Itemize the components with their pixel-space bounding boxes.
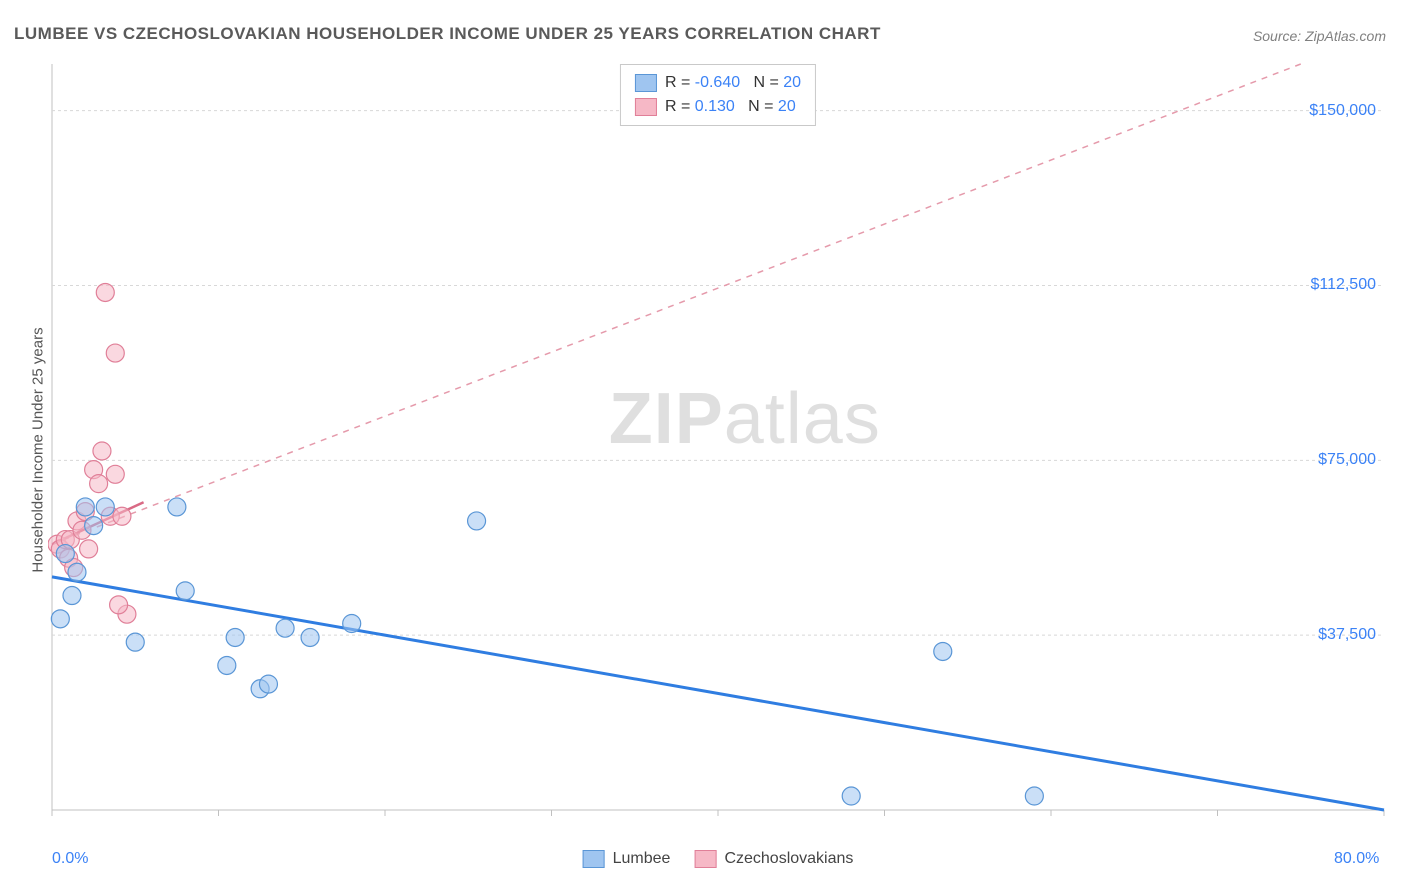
- x-tick-label: 80.0%: [1334, 850, 1379, 868]
- y-tick-label: $112,500: [1310, 276, 1376, 294]
- chart-title: LUMBEE VS CZECHOSLOVAKIAN HOUSEHOLDER IN…: [14, 24, 881, 44]
- legend-row: R = 0.130 N = 20: [635, 95, 801, 119]
- legend-item: Czechoslovakians: [694, 850, 853, 868]
- legend-swatch: [635, 98, 657, 116]
- x-tick-label: 0.0%: [52, 850, 88, 868]
- legend-item: Lumbee: [583, 850, 671, 868]
- legend-swatch: [583, 850, 605, 868]
- correlation-legend: R = -0.640 N = 20R = 0.130 N = 20: [620, 64, 816, 126]
- series-legend: Lumbee Czechoslovakians: [583, 850, 854, 868]
- y-tick-label: $75,000: [1318, 451, 1376, 469]
- legend-row: R = -0.640 N = 20: [635, 71, 801, 95]
- legend-swatch: [694, 850, 716, 868]
- source-attribution: Source: ZipAtlas.com: [1253, 28, 1386, 44]
- legend-label: Lumbee: [613, 850, 671, 868]
- y-axis-label: Householder Income Under 25 years: [30, 327, 47, 572]
- y-tick-label: $37,500: [1318, 626, 1376, 644]
- chart-area: Householder Income Under 25 years R = -0…: [48, 60, 1388, 840]
- scatter-plot: [48, 60, 1388, 840]
- legend-stats: R = -0.640 N = 20: [665, 71, 801, 95]
- legend-stats: R = 0.130 N = 20: [665, 95, 796, 119]
- legend-label: Czechoslovakians: [724, 850, 853, 868]
- y-tick-label: $150,000: [1309, 102, 1376, 120]
- legend-swatch: [635, 74, 657, 92]
